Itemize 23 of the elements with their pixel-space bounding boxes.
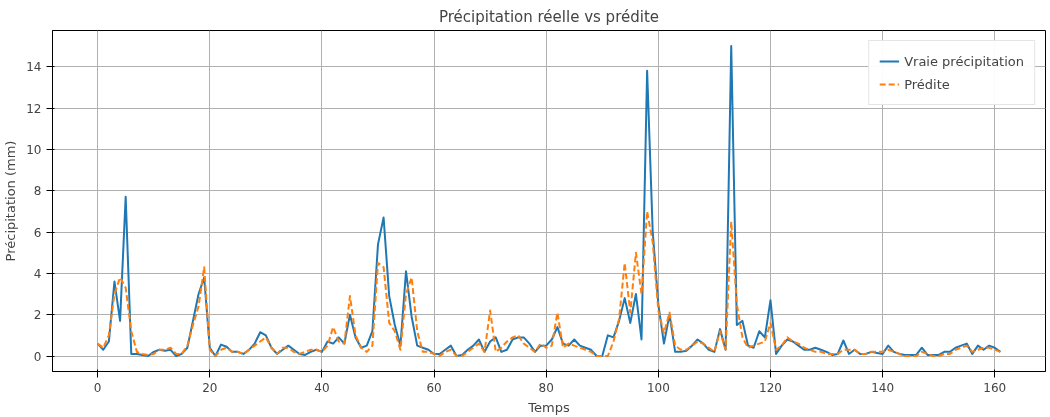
y-tick-label: 2 bbox=[33, 308, 42, 323]
y-tick-label: 6 bbox=[33, 225, 42, 240]
x-tick-label: 60 bbox=[426, 380, 442, 395]
x-tick-label: 20 bbox=[202, 380, 218, 395]
y-tick-label: 0 bbox=[33, 349, 42, 364]
x-tick-label: 160 bbox=[983, 380, 1007, 395]
y-tick-label: 12 bbox=[26, 101, 42, 116]
legend-label: Vraie précipitation bbox=[904, 53, 1024, 69]
y-tick-label: 4 bbox=[33, 266, 42, 281]
y-axis-title: Précipitation (mm) bbox=[3, 140, 19, 262]
line-series bbox=[96, 210, 1002, 357]
y-tick-label: 10 bbox=[26, 142, 42, 157]
chart-title: Précipitation réelle vs prédite bbox=[439, 7, 659, 26]
x-tick-label: 40 bbox=[314, 380, 330, 395]
x-tick-label: 0 bbox=[93, 380, 102, 395]
x-axis-title: Temps bbox=[527, 399, 570, 415]
x-tick-label: 100 bbox=[646, 380, 670, 395]
legend-label: Prédite bbox=[904, 76, 950, 92]
x-tick-label: 80 bbox=[538, 380, 554, 395]
x-tick-label: 140 bbox=[871, 380, 895, 395]
x-tick-label: 120 bbox=[759, 380, 782, 395]
y-tick-label: 8 bbox=[33, 184, 42, 199]
y-tick-label: 14 bbox=[26, 60, 42, 75]
